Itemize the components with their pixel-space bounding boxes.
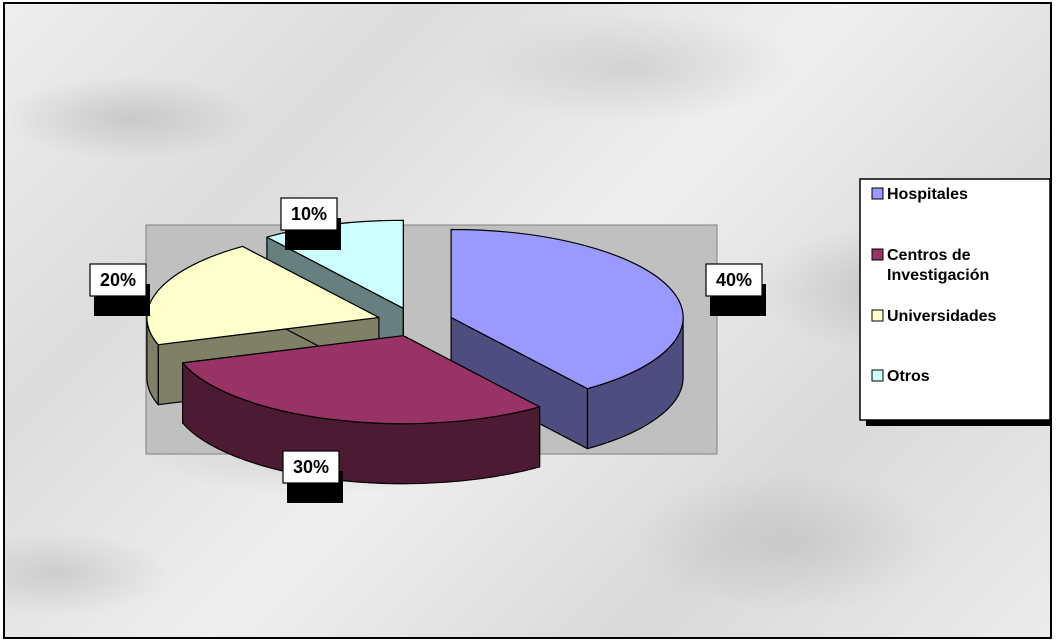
- label-text-hospitales: 40%: [716, 270, 752, 290]
- legend-swatch: [871, 248, 884, 261]
- slice-top: [182, 335, 541, 425]
- label-box: [282, 450, 340, 484]
- slice-centros-investigacion: [182, 335, 541, 485]
- legend-box: [859, 178, 1050, 421]
- slice-top: [450, 228, 684, 390]
- data-label-otros: 10%: [280, 197, 341, 250]
- legend-swatch: [871, 309, 884, 322]
- legend-item-universidades: Universidades: [871, 308, 996, 325]
- data-label-universidades: 20%: [89, 263, 150, 316]
- data-labels: 40% 30% 20% 10%: [89, 197, 766, 503]
- data-label-centros-investigacion: 30%: [282, 450, 343, 503]
- slice-hospitales: [450, 228, 684, 450]
- data-label-hospitales: 40%: [705, 263, 766, 316]
- legend-label: Hospitales: [887, 186, 968, 203]
- legend: Hospitales Centros de Investigación Univers…: [859, 178, 1050, 426]
- slice-top: [146, 245, 380, 346]
- chart-frame: 40% 30% 20% 10% Hospitales Centros de Investi…: [3, 2, 1052, 639]
- legend-item-centros-investigacion: Centros de Investigación: [871, 247, 989, 284]
- legend-item-hospitales: Hospitales: [871, 186, 968, 203]
- label-box: [705, 263, 763, 297]
- label-box: [89, 263, 147, 297]
- pie-slices: [146, 219, 684, 485]
- label-text-otros: 10%: [291, 204, 327, 224]
- label-text-centros-investigacion: 30%: [293, 457, 329, 477]
- pie-chart: 40% 30% 20% 10% Hospitales Centros de Investi…: [89, 178, 1050, 503]
- label-text-universidades: 20%: [100, 270, 136, 290]
- legend-item-otros: Otros: [871, 368, 930, 385]
- legend-label: Otros: [887, 368, 930, 385]
- legend-label: Centros de: [887, 247, 971, 264]
- label-box: [280, 197, 338, 231]
- legend-swatch: [871, 369, 884, 382]
- legend-swatch: [871, 187, 884, 200]
- legend-label: Investigación: [887, 267, 989, 284]
- legend-label: Universidades: [887, 308, 996, 325]
